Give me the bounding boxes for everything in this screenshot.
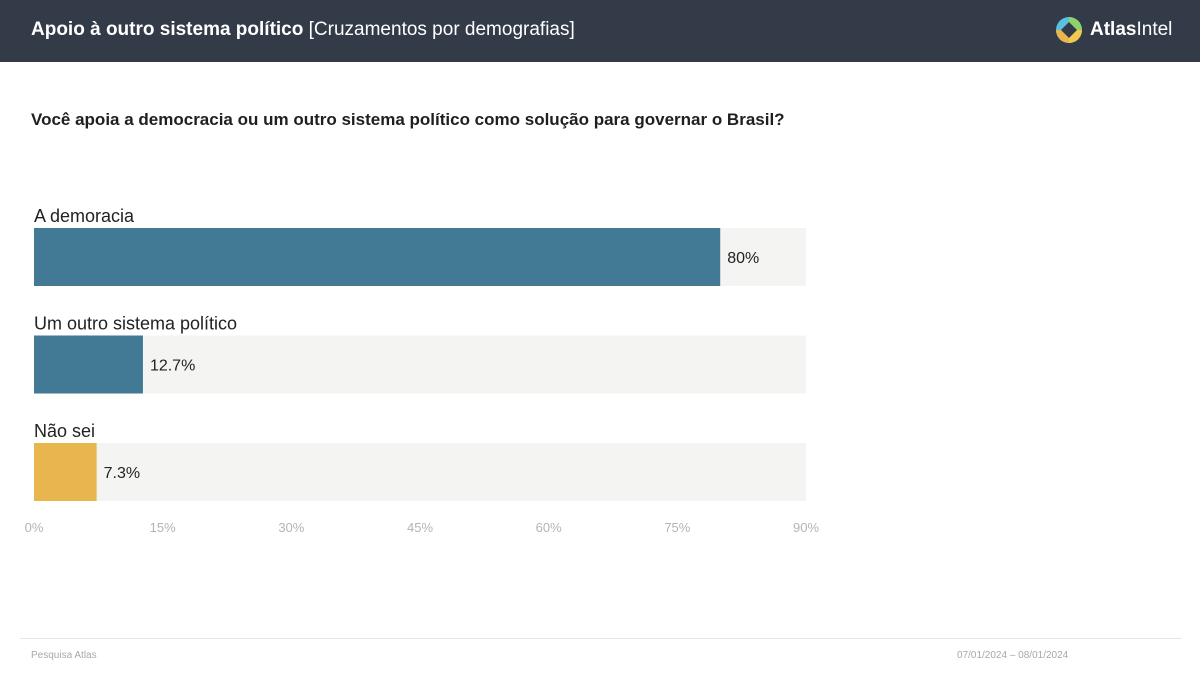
x-tick-label: 90%: [793, 520, 819, 535]
category-label: A demoracia: [34, 206, 135, 226]
x-tick-label: 0%: [25, 520, 44, 535]
category-label: Um outro sistema político: [34, 314, 237, 334]
logo-text-rest: Intel: [1136, 19, 1173, 40]
page-title-main: Apoio à outro sistema político: [31, 19, 304, 40]
logo-text: AtlasIntel: [1090, 19, 1172, 41]
x-tick-label: 30%: [278, 520, 304, 535]
category-label: Não sei: [34, 421, 95, 441]
footer-dates: 07/01/2024 – 08/01/2024: [957, 650, 1069, 661]
page-title-subtitle: [Cruzamentos por demografias]: [308, 19, 575, 40]
x-tick-label: 45%: [407, 520, 433, 535]
bar: [34, 443, 97, 501]
x-tick-label: 75%: [664, 520, 690, 535]
data-label: 12.7%: [150, 358, 195, 375]
bar: [34, 335, 143, 394]
header-bar: Apoio à outro sistema político [Cruzamen…: [0, 0, 1200, 62]
atlasintel-logo: AtlasIntel: [1055, 15, 1172, 45]
footer-source: Pesquisa Atlas: [31, 650, 97, 661]
data-label: 80%: [727, 250, 759, 267]
bar-track: [34, 335, 806, 394]
bar-track: [34, 443, 806, 501]
x-tick-label: 60%: [536, 520, 562, 535]
survey-question: Você apoia a democracia ou um outro sist…: [31, 110, 785, 129]
x-tick-label: 15%: [150, 520, 176, 535]
footer-divider: [20, 638, 1182, 639]
data-label: 7.3%: [104, 465, 140, 482]
page-title: Apoio à outro sistema político [Cruzamen…: [31, 19, 575, 41]
atlas-logo-icon: [1056, 17, 1082, 43]
logo-text-bold: Atlas: [1090, 19, 1137, 40]
bar: [34, 228, 721, 286]
